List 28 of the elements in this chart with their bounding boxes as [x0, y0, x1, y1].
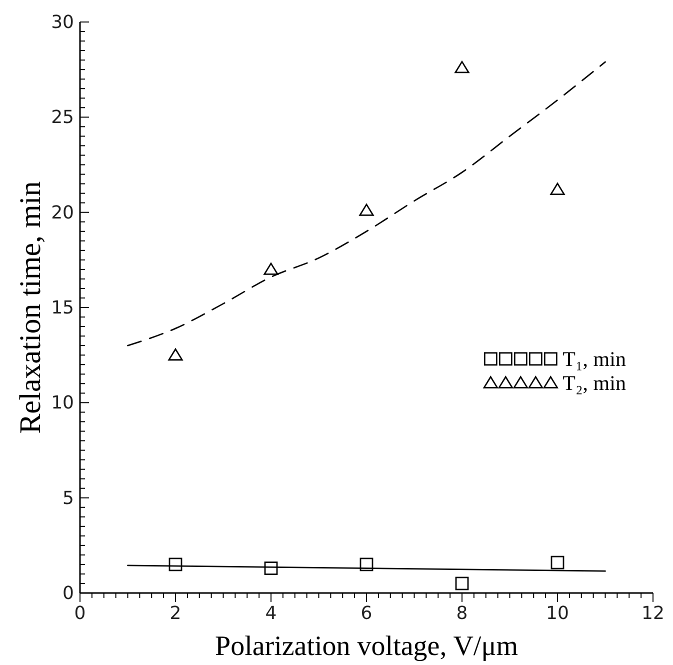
point: [360, 558, 374, 572]
point: [550, 556, 564, 570]
x-tick-label: 8: [456, 603, 468, 624]
x-axis-title: Polarization voltage, V/μm: [215, 631, 518, 662]
point: [454, 60, 470, 74]
legend-label: T₁, min: [562, 346, 626, 371]
point: [168, 558, 182, 572]
x-tick-label: 6: [360, 603, 372, 624]
y-tick-label: 10: [51, 392, 74, 414]
y-axis-title: Relaxation time, min: [14, 181, 47, 434]
x-tick-label: 10: [546, 603, 569, 624]
y-tick-label: 0: [62, 583, 74, 604]
y-tick-label: 30: [51, 12, 74, 33]
y-tick-label: 5: [62, 488, 74, 509]
x-tick-label: 12: [642, 603, 664, 624]
point: [168, 348, 183, 361]
x-tick-label: 2: [170, 603, 182, 624]
point: [550, 182, 565, 195]
point: [455, 576, 469, 590]
point: [359, 204, 374, 216]
y-tick-label: 15: [51, 298, 74, 318]
point: [264, 562, 278, 575]
legend-label: T₂, min: [562, 370, 626, 395]
line-series: [127, 61, 606, 346]
x-tick-label: 4: [265, 603, 277, 624]
y-tick-label: 25: [51, 107, 74, 128]
y-tick-label: 20: [51, 202, 74, 224]
point: [264, 262, 278, 275]
